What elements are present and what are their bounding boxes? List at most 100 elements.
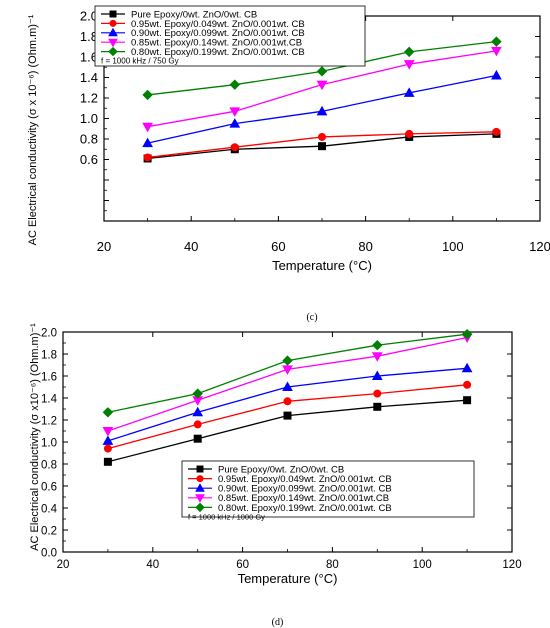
data-point-series-4	[491, 46, 502, 57]
legend-note: f = 1000 kHz / 1000 Gy	[188, 513, 265, 522]
y-axis-label: AC Electrical conductivity (σ x 10⁻⁶) (O…	[27, 14, 39, 245]
y-tick-label: 2.0	[80, 9, 98, 24]
x-tick-label: 120	[502, 559, 521, 571]
y-tick-label: 1.0	[80, 111, 98, 126]
x-tick-label: 80	[358, 239, 372, 254]
legend-marker	[108, 46, 118, 57]
legend-item-label: 0.80wt. Epoxy/0.199wt. ZnO/0.001wt. CB	[218, 503, 392, 514]
data-point-series-4	[316, 80, 328, 91]
legend-item-label: Pure Epoxy/0wt. ZnO/0wt. CB	[218, 464, 344, 475]
y-tick-label: 0.6	[80, 152, 98, 167]
y-tick-label: 1.2	[41, 416, 57, 428]
legend-item-label: 0.90wt. Epoxy/0.099wt. ZnO/0.001wt. CB	[218, 484, 392, 495]
x-tick-label: 20	[97, 239, 111, 254]
legend-marker	[195, 483, 205, 492]
data-point-series-3	[316, 105, 328, 116]
y-tick-label: 0.4	[41, 504, 58, 516]
data-point-series-2	[463, 380, 472, 389]
data-point-series-1	[373, 402, 382, 411]
legend-item-label: 0.90wt. Epoxy/0.099wt. ZnO/0.001wt. CB	[131, 28, 305, 39]
data-point-series-5	[491, 36, 502, 47]
legend-note: f = 1000 kHz / 750 Gy	[101, 57, 179, 66]
legend-item-label: 0.80wt. Epoxy/0.199wt. ZnO/0.001wt. CB	[131, 47, 305, 58]
data-point-series-5	[229, 79, 241, 90]
panel-caption: (d)	[272, 617, 284, 628]
data-point-series-4	[403, 60, 415, 70]
data-point-series-4	[102, 427, 114, 437]
data-point-series-1	[463, 396, 472, 405]
x-tick-label: 120	[529, 239, 550, 254]
y-tick-label: 0.8	[41, 460, 57, 472]
x-tick-label: 100	[442, 239, 464, 254]
y-tick-label: 0.2	[41, 526, 57, 538]
y-tick-label: 1.6	[41, 372, 57, 384]
data-point-series-4	[371, 352, 383, 362]
x-tick-label: 40	[184, 239, 198, 254]
data-point-series-1	[283, 411, 292, 420]
legend-item-label: Pure Epoxy/0wt. ZnO/0wt. CB	[131, 9, 257, 20]
y-tick-label: 1.0	[41, 438, 57, 450]
data-point-series-4	[282, 365, 293, 375]
data-point-series-1	[318, 142, 326, 151]
y-tick-label: 1.8	[80, 29, 98, 44]
data-point-series-3	[282, 381, 293, 391]
x-tick-label: 80	[326, 559, 339, 571]
data-point-series-2	[103, 444, 112, 453]
x-tick-label: 40	[146, 559, 159, 571]
data-point-series-5	[192, 388, 203, 399]
data-point-series-5	[372, 339, 383, 351]
data-point-series-4	[229, 107, 241, 117]
y-tick-label: 1.4	[80, 70, 98, 85]
data-point-series-5	[282, 355, 293, 366]
legend-marker	[109, 19, 117, 27]
legend-item-label: 0.95wt. Epoxy/0.049wt. ZnO/0.001wt. CB	[131, 19, 305, 30]
y-axis-label: AC Electrical conductivity (σ x10⁻⁶) (Oh…	[29, 323, 41, 551]
legend-box	[181, 460, 475, 518]
x-tick-label: 60	[236, 559, 249, 571]
y-tick-label: 2.0	[41, 328, 57, 340]
legend-marker	[108, 27, 118, 37]
data-point-series-5	[461, 328, 473, 340]
data-point-series-2	[230, 143, 239, 152]
data-point-series-3	[192, 406, 204, 417]
data-point-series-2	[143, 153, 152, 162]
legend-marker	[195, 502, 205, 513]
data-point-series-5	[142, 89, 153, 101]
y-tick-label: 1.4	[41, 394, 58, 406]
y-tick-label: 0.0	[41, 548, 57, 560]
data-point-series-2	[193, 420, 202, 429]
legend-item-label: 0.85wt. Epoxy/0.149wt. ZnO/0.001wt.CB	[218, 493, 389, 504]
data-point-series-3	[461, 362, 473, 373]
data-point-series-4	[142, 122, 153, 133]
y-tick-label: 0.8	[80, 132, 98, 147]
data-point-series-1	[103, 457, 112, 466]
x-axis-label: Temperature (°C)	[238, 571, 338, 586]
y-tick-label: 0.6	[41, 482, 57, 494]
data-point-series-2	[318, 132, 326, 141]
data-point-series-2	[405, 129, 414, 138]
legend-marker	[108, 38, 118, 48]
legend-marker	[109, 10, 117, 18]
legend-item-label: 0.95wt. Epoxy/0.049wt. ZnO/0.001wt. CB	[218, 474, 392, 485]
x-tick-label: 100	[413, 559, 432, 571]
chart-panel-d: 0.0 0.2 0.4 0.6 0.8 1.0 1.2 1.4 1.6 1.8 2.0 20 40 60 8…	[29, 323, 522, 628]
y-tick-label: 1.2	[80, 91, 98, 106]
legend: Pure Epoxy/0wt. ZnO/0wt. CB0.95wt. Epoxy…	[181, 460, 475, 522]
data-point-series-2	[283, 397, 292, 406]
chart-panel-c: 0.6 0.8 1.0 1.2 1.4 1.6 1.8 2.0 20 40 60 80 100 120 Te…	[27, 5, 550, 323]
data-point-series-2	[492, 127, 501, 136]
legend-marker	[196, 475, 204, 483]
legend-box	[94, 5, 366, 67]
data-point-series-3	[491, 69, 502, 80]
data-point-series-2	[373, 389, 382, 398]
y-tick-label: 1.8	[41, 350, 57, 362]
x-axis-label: Temperature (°C)	[272, 258, 372, 273]
data-point-series-5	[102, 407, 114, 418]
data-point-series-3	[403, 87, 415, 97]
panel-caption: (c)	[306, 312, 317, 323]
data-point-series-5	[316, 66, 328, 77]
data-point-series-3	[229, 118, 241, 128]
y-tick-label: 1.6	[80, 50, 98, 65]
legend: Pure Epoxy/0wt. ZnO/0wt. CB0.95wt. Epoxy…	[94, 5, 366, 67]
